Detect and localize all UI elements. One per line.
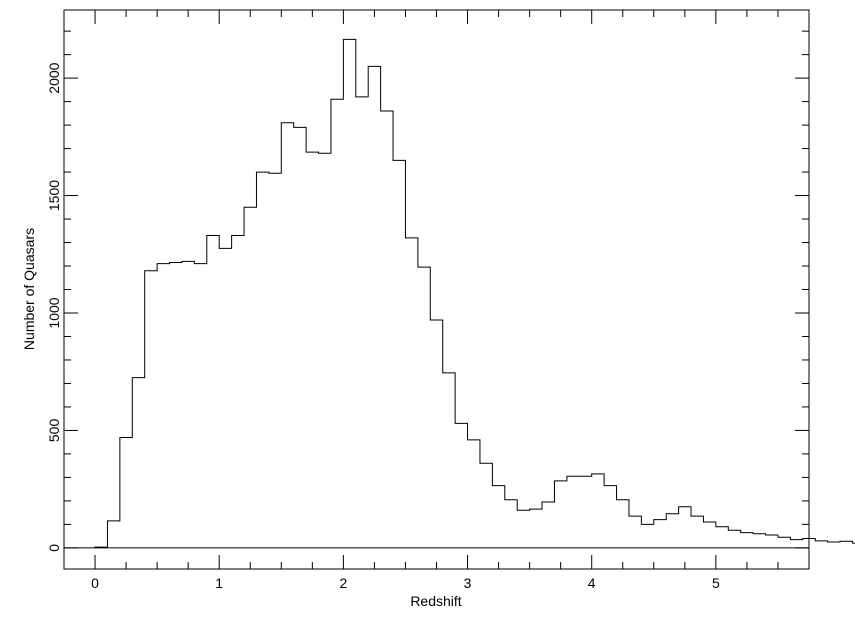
y-tick-label: 1000 <box>46 297 62 328</box>
plot-frame <box>63 9 810 570</box>
histogram-step-line <box>94 38 855 548</box>
y-tick-label: 500 <box>46 419 62 443</box>
y-tick-label: 0 <box>46 544 62 552</box>
x-tick-label: 5 <box>712 575 720 591</box>
x-tick-label: 1 <box>215 575 223 591</box>
x-tick-label: 2 <box>339 575 347 591</box>
axis-tick-labels: 0 1 2 3 4 5 0 500 1000 1500 2000 <box>46 62 720 591</box>
y-axis-label: Number of Quasars <box>21 228 37 350</box>
x-tick-label: 0 <box>91 575 99 591</box>
y-tick-label: 1500 <box>46 180 62 211</box>
axis-ticks <box>64 10 809 569</box>
x-tick-label: 3 <box>464 575 472 591</box>
x-tick-label: 4 <box>588 575 596 591</box>
x-axis-label: Redshift <box>410 593 461 609</box>
y-tick-label: 2000 <box>46 62 62 93</box>
